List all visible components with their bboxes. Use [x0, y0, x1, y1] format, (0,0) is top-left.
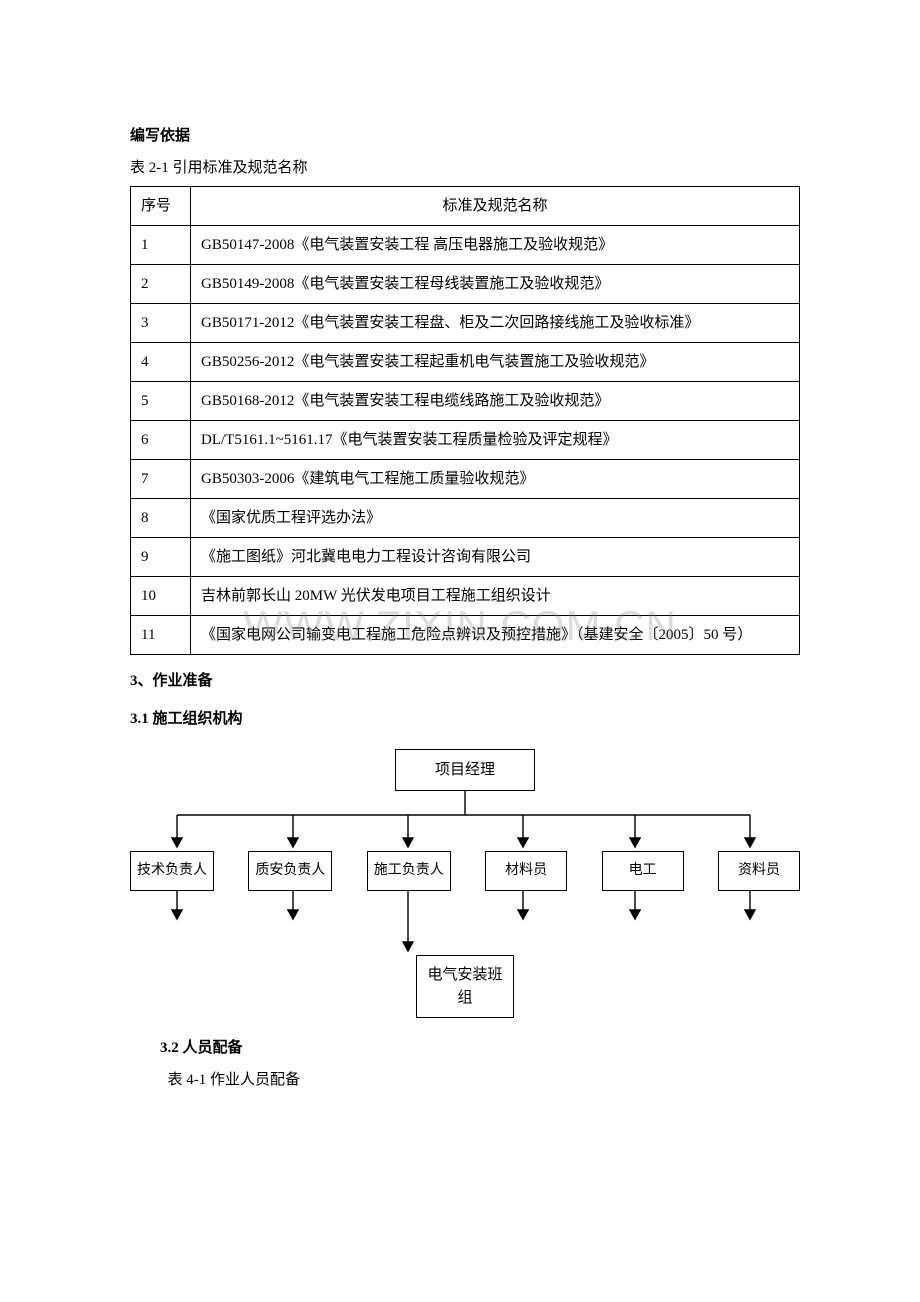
table-row: 1GB50147-2008《电气装置安装工程 高压电器施工及验收规范》	[131, 226, 800, 265]
cell-name: GB50168-2012《电气装置安装工程电缆线路施工及验收规范》	[191, 382, 800, 421]
table-row: 6DL/T5161.1~5161.17《电气装置安装工程质量检验及评定规程》	[131, 421, 800, 460]
section3-title: 3、作业准备	[130, 669, 800, 693]
org-connectors-top	[130, 791, 800, 851]
org-row-level2: 技术负责人 质安负责人 施工负责人 材料员 电工 资料员	[130, 851, 800, 891]
cell-name: 《国家电网公司输变电工程施工危险点辨识及预控措施》（基建安全〔2005〕50 号…	[191, 616, 800, 655]
org-chart: 项目经理 技术负责人 质安负责人 施工负责人 材料员 电工 资料员	[130, 749, 800, 1018]
cell-name: GB50171-2012《电气装置安装工程盘、柜及二次回路接线施工及验收标准》	[191, 304, 800, 343]
cell-seq: 1	[131, 226, 191, 265]
cell-seq: 3	[131, 304, 191, 343]
cell-name: 吉林前郭长山 20MW 光伏发电项目工程施工组织设计	[191, 577, 800, 616]
org-node-electric: 电工	[602, 851, 684, 891]
cell-name: GB50256-2012《电气装置安装工程起重机电气装置施工及验收规范》	[191, 343, 800, 382]
org-node-doc: 资料员	[718, 851, 800, 891]
cell-seq: 9	[131, 538, 191, 577]
org-node-team: 电气安装班组	[416, 955, 513, 1018]
table-row: 7GB50303-2006《建筑电气工程施工质量验收规范》	[131, 460, 800, 499]
cell-name: 《施工图纸》河北冀电电力工程设计咨询有限公司	[191, 538, 800, 577]
table-row: 4GB50256-2012《电气装置安装工程起重机电气装置施工及验收规范》	[131, 343, 800, 382]
org-node-construct: 施工负责人	[367, 851, 451, 891]
table-row: 10吉林前郭长山 20MW 光伏发电项目工程施工组织设计	[131, 577, 800, 616]
org-node-top: 项目经理	[395, 749, 535, 791]
org-node-tech: 技术负责人	[130, 851, 214, 891]
table-row: 9《施工图纸》河北冀电电力工程设计咨询有限公司	[131, 538, 800, 577]
table21-caption: 表 2-1 引用标准及规范名称	[130, 156, 800, 180]
cell-name: DL/T5161.1~5161.17《电气装置安装工程质量检验及评定规程》	[191, 421, 800, 460]
cell-seq: 6	[131, 421, 191, 460]
table-row: 11《国家电网公司输变电工程施工危险点辨识及预控措施》（基建安全〔2005〕50…	[131, 616, 800, 655]
cell-name: GB50149-2008《电气装置安装工程母线装置施工及验收规范》	[191, 265, 800, 304]
cell-seq: 10	[131, 577, 191, 616]
table-row: 5GB50168-2012《电气装置安装工程电缆线路施工及验收规范》	[131, 382, 800, 421]
cell-seq: 2	[131, 265, 191, 304]
org-node-material: 材料员	[485, 851, 567, 891]
cell-name: GB50303-2006《建筑电气工程施工质量验收规范》	[191, 460, 800, 499]
cell-seq: 5	[131, 382, 191, 421]
section31-title: 3.1 施工组织机构	[130, 707, 800, 731]
table-row: 8《国家优质工程评选办法》	[131, 499, 800, 538]
col-seq: 序号	[131, 187, 191, 226]
table-row: 2GB50149-2008《电气装置安装工程母线装置施工及验收规范》	[131, 265, 800, 304]
cell-name: GB50147-2008《电气装置安装工程 高压电器施工及验收规范》	[191, 226, 800, 265]
org-row-bottom: 电气安装班组	[130, 955, 800, 1018]
org-row-top: 项目经理	[130, 749, 800, 791]
table-header-row: 序号 标准及规范名称	[131, 187, 800, 226]
col-name: 标准及规范名称	[191, 187, 800, 226]
heading-basis: 编写依据	[130, 124, 800, 148]
table-row: 3GB50171-2012《电气装置安装工程盘、柜及二次回路接线施工及验收标准》	[131, 304, 800, 343]
section32-title: 3.2 人员配备	[130, 1036, 800, 1060]
cell-seq: 8	[131, 499, 191, 538]
cell-name: 《国家优质工程评选办法》	[191, 499, 800, 538]
org-node-qa: 质安负责人	[248, 851, 332, 891]
org-connectors-bottom	[130, 891, 800, 955]
cell-seq: 11	[131, 616, 191, 655]
table41-caption: 表 4-1 作业人员配备	[130, 1068, 800, 1092]
cell-seq: 4	[131, 343, 191, 382]
cell-seq: 7	[131, 460, 191, 499]
standards-table: 序号 标准及规范名称 1GB50147-2008《电气装置安装工程 高压电器施工…	[130, 186, 800, 655]
